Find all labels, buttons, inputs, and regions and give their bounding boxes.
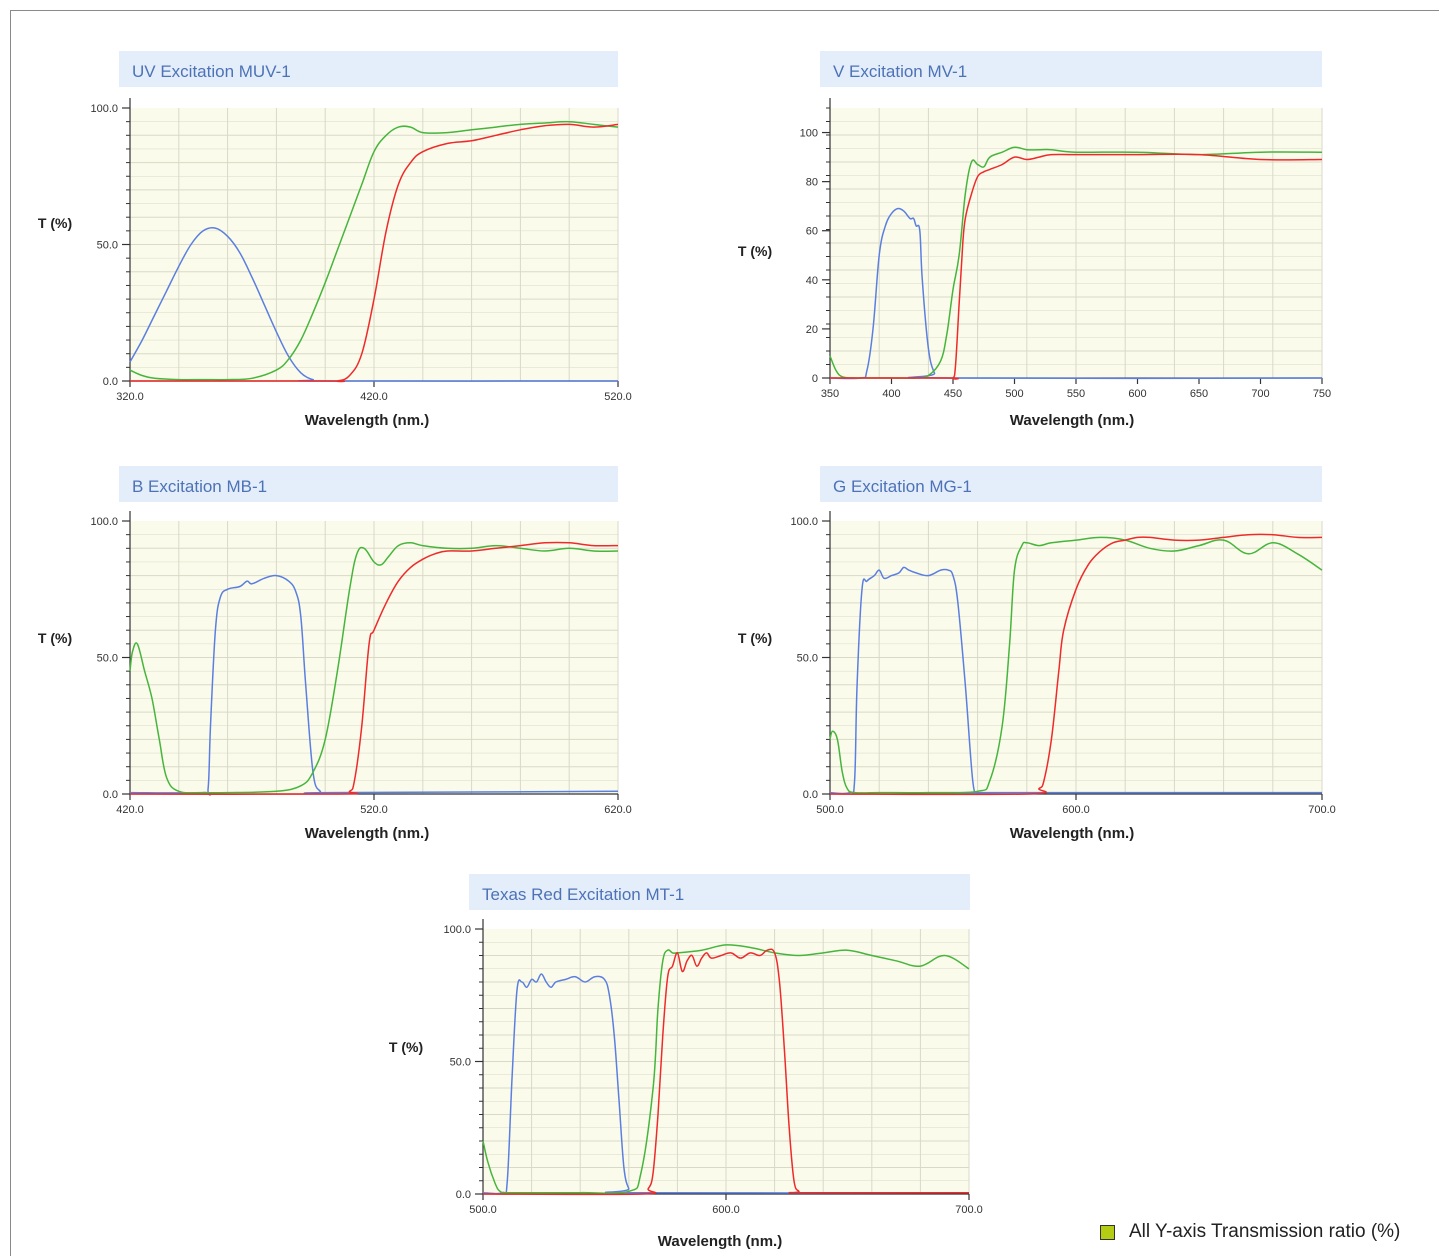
x-tick-label: 400 bbox=[882, 388, 900, 400]
series-line-green bbox=[482, 944, 970, 1194]
series-line-red bbox=[129, 541, 619, 795]
y-tick-label: 20 bbox=[806, 324, 818, 336]
y-tick-label: 60 bbox=[806, 226, 818, 238]
x-tick-label: 450 bbox=[944, 388, 962, 400]
x-tick-label: 750 bbox=[1313, 388, 1331, 400]
x-tick-label: 350 bbox=[821, 388, 839, 400]
y-tick-label: 100.0 bbox=[443, 924, 471, 936]
y-axis-label: T (%) bbox=[738, 243, 772, 259]
chart-title-bar bbox=[119, 466, 618, 502]
series-line-green bbox=[829, 536, 1323, 794]
x-tick-label: 420.0 bbox=[360, 391, 388, 403]
y-tick-label: 100 bbox=[800, 128, 818, 140]
page-frame bbox=[10, 10, 1439, 1256]
x-axis-label: Wavelength (nm.) bbox=[658, 1233, 782, 1250]
chart-title: UV Excitation MUV-1 bbox=[132, 62, 291, 81]
y-axis-label: T (%) bbox=[38, 215, 72, 231]
grid bbox=[830, 108, 1323, 378]
x-tick-label: 420.0 bbox=[116, 804, 144, 816]
chart-title-bar bbox=[119, 51, 618, 87]
y-tick-label: 100.0 bbox=[790, 516, 818, 528]
y-tick-label: 0.0 bbox=[103, 376, 118, 388]
y-axis-label: T (%) bbox=[389, 1039, 423, 1055]
series-line-blue bbox=[129, 574, 619, 796]
y-tick-label: 100.0 bbox=[90, 103, 118, 115]
y-axis-label: T (%) bbox=[38, 630, 72, 646]
legend-note: All Y-axis Transmission ratio (%) bbox=[1100, 1221, 1400, 1243]
chart-title-bar bbox=[469, 874, 970, 910]
x-axis-label: Wavelength (nm.) bbox=[305, 412, 429, 429]
x-tick-label: 620.0 bbox=[604, 804, 632, 816]
y-axis-label: T (%) bbox=[738, 630, 772, 646]
y-tick-label: 50.0 bbox=[450, 1057, 471, 1069]
chart-mt: Texas Red Excitation MT-1 0.0 50.0 100.0 500… bbox=[389, 874, 983, 1250]
chart-title: B Excitation MB-1 bbox=[132, 477, 267, 496]
grid bbox=[130, 108, 619, 381]
x-tick-label: 500 bbox=[1005, 388, 1023, 400]
x-tick-label: 650 bbox=[1190, 388, 1208, 400]
y-tick-label: 0.0 bbox=[803, 789, 818, 801]
x-tick-label: 600.0 bbox=[1062, 804, 1090, 816]
y-tick-label: 0.0 bbox=[103, 789, 118, 801]
chart-mv: V Excitation MV-1 0 20 40 60 80 100 350 400 450 50… bbox=[738, 51, 1331, 429]
chart-title: G Excitation MG-1 bbox=[833, 477, 972, 496]
series-line-blue bbox=[482, 973, 970, 1195]
series-line-blue bbox=[129, 226, 619, 382]
y-tick-label: 0.0 bbox=[456, 1189, 471, 1201]
series-line-red bbox=[829, 533, 1323, 796]
x-tick-label: 550 bbox=[1067, 388, 1085, 400]
series-line-green bbox=[129, 120, 619, 381]
y-tick-label: 50.0 bbox=[97, 240, 118, 252]
grid bbox=[483, 929, 970, 1194]
y-tick-label: 0 bbox=[812, 373, 818, 385]
series-line-red bbox=[130, 123, 619, 383]
chart-title: V Excitation MV-1 bbox=[833, 62, 967, 81]
x-tick-label: 320.0 bbox=[116, 391, 144, 403]
legend-swatch-icon bbox=[1100, 1224, 1115, 1240]
chart-mg: G Excitation MG-1 0.0 50.0 100.0 500.0 600.0 7… bbox=[738, 466, 1336, 842]
y-tick-label: 80 bbox=[806, 177, 818, 189]
series-line-blue bbox=[829, 207, 1323, 380]
chart-title-bar bbox=[820, 51, 1322, 87]
x-tick-label: 700.0 bbox=[955, 1204, 983, 1216]
chart-title-bar bbox=[820, 466, 1322, 502]
y-tick-label: 40 bbox=[806, 275, 818, 287]
x-tick-label: 500.0 bbox=[469, 1204, 497, 1216]
x-tick-label: 500.0 bbox=[816, 804, 844, 816]
x-tick-label: 520.0 bbox=[604, 391, 632, 403]
chart-mb: B Excitation MB-1 0.0 50.0 100.0 420.0 520.0 6… bbox=[38, 466, 632, 842]
x-tick-label: 600.0 bbox=[712, 1204, 740, 1216]
series-line-red bbox=[482, 948, 970, 1196]
x-tick-label: 520.0 bbox=[360, 804, 388, 816]
series-line-green bbox=[129, 542, 619, 794]
series-line-blue bbox=[829, 566, 1322, 795]
grid bbox=[130, 521, 619, 794]
x-tick-label: 700.0 bbox=[1308, 804, 1336, 816]
series-line-red bbox=[829, 153, 1323, 380]
grid bbox=[830, 521, 1323, 794]
y-tick-label: 50.0 bbox=[797, 653, 818, 665]
legend-note-text: All Y-axis Transmission ratio (%) bbox=[1129, 1221, 1401, 1242]
x-tick-label: 700 bbox=[1251, 388, 1269, 400]
x-tick-label: 600 bbox=[1128, 388, 1146, 400]
y-tick-label: 100.0 bbox=[90, 516, 118, 528]
chart-muv: UV Excitation MUV-1 0.0 50.0 100.0 320.0 420.… bbox=[38, 51, 632, 429]
x-axis-label: Wavelength (nm.) bbox=[1010, 412, 1134, 429]
x-axis-label: Wavelength (nm.) bbox=[305, 825, 429, 842]
x-axis-label: Wavelength (nm.) bbox=[1010, 825, 1134, 842]
y-tick-label: 50.0 bbox=[97, 653, 118, 665]
chart-title: Texas Red Excitation MT-1 bbox=[482, 885, 684, 904]
